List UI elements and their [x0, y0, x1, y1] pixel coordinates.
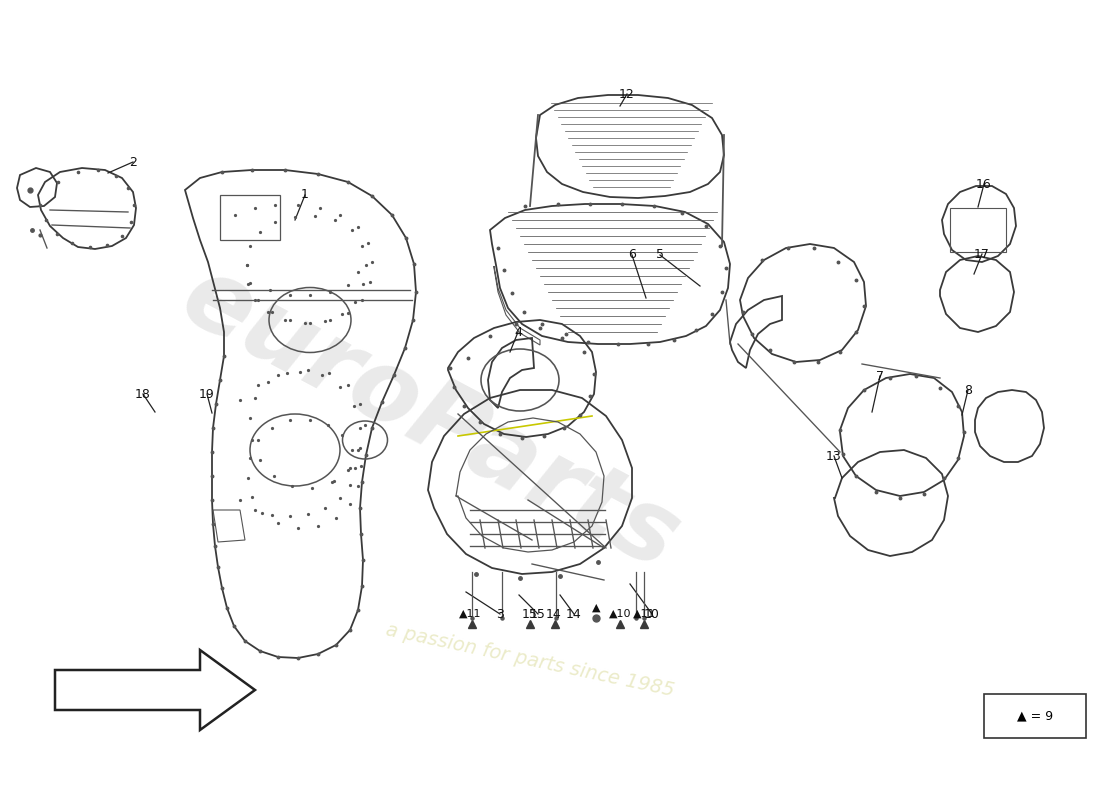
- Text: 19: 19: [199, 387, 214, 401]
- Text: ▲11: ▲11: [632, 609, 656, 619]
- Text: 15: 15: [530, 607, 546, 621]
- Text: a passion for parts since 1985: a passion for parts since 1985: [384, 620, 676, 700]
- Text: ▲10: ▲10: [608, 609, 631, 619]
- Text: 12: 12: [619, 87, 635, 101]
- Text: 14: 14: [566, 607, 582, 621]
- Text: 14: 14: [546, 607, 562, 621]
- Text: 17: 17: [975, 247, 990, 261]
- Text: 5: 5: [656, 249, 664, 262]
- Text: 7: 7: [876, 370, 884, 382]
- Text: 6: 6: [628, 249, 636, 262]
- Text: ▲ = 9: ▲ = 9: [1016, 710, 1053, 722]
- FancyBboxPatch shape: [984, 694, 1086, 738]
- Text: euroParts: euroParts: [165, 249, 695, 591]
- Text: ▲: ▲: [592, 603, 601, 613]
- Text: 3: 3: [496, 607, 504, 621]
- Text: 13: 13: [826, 450, 842, 462]
- Text: 1: 1: [301, 189, 309, 202]
- Text: 10: 10: [645, 607, 660, 621]
- Text: 2: 2: [129, 155, 136, 169]
- Text: 8: 8: [964, 383, 972, 397]
- Text: 4: 4: [514, 326, 521, 338]
- Text: ▲11: ▲11: [459, 609, 482, 619]
- Text: 18: 18: [135, 387, 151, 401]
- Text: 15: 15: [522, 607, 538, 621]
- Polygon shape: [55, 650, 255, 730]
- Text: 16: 16: [976, 178, 992, 190]
